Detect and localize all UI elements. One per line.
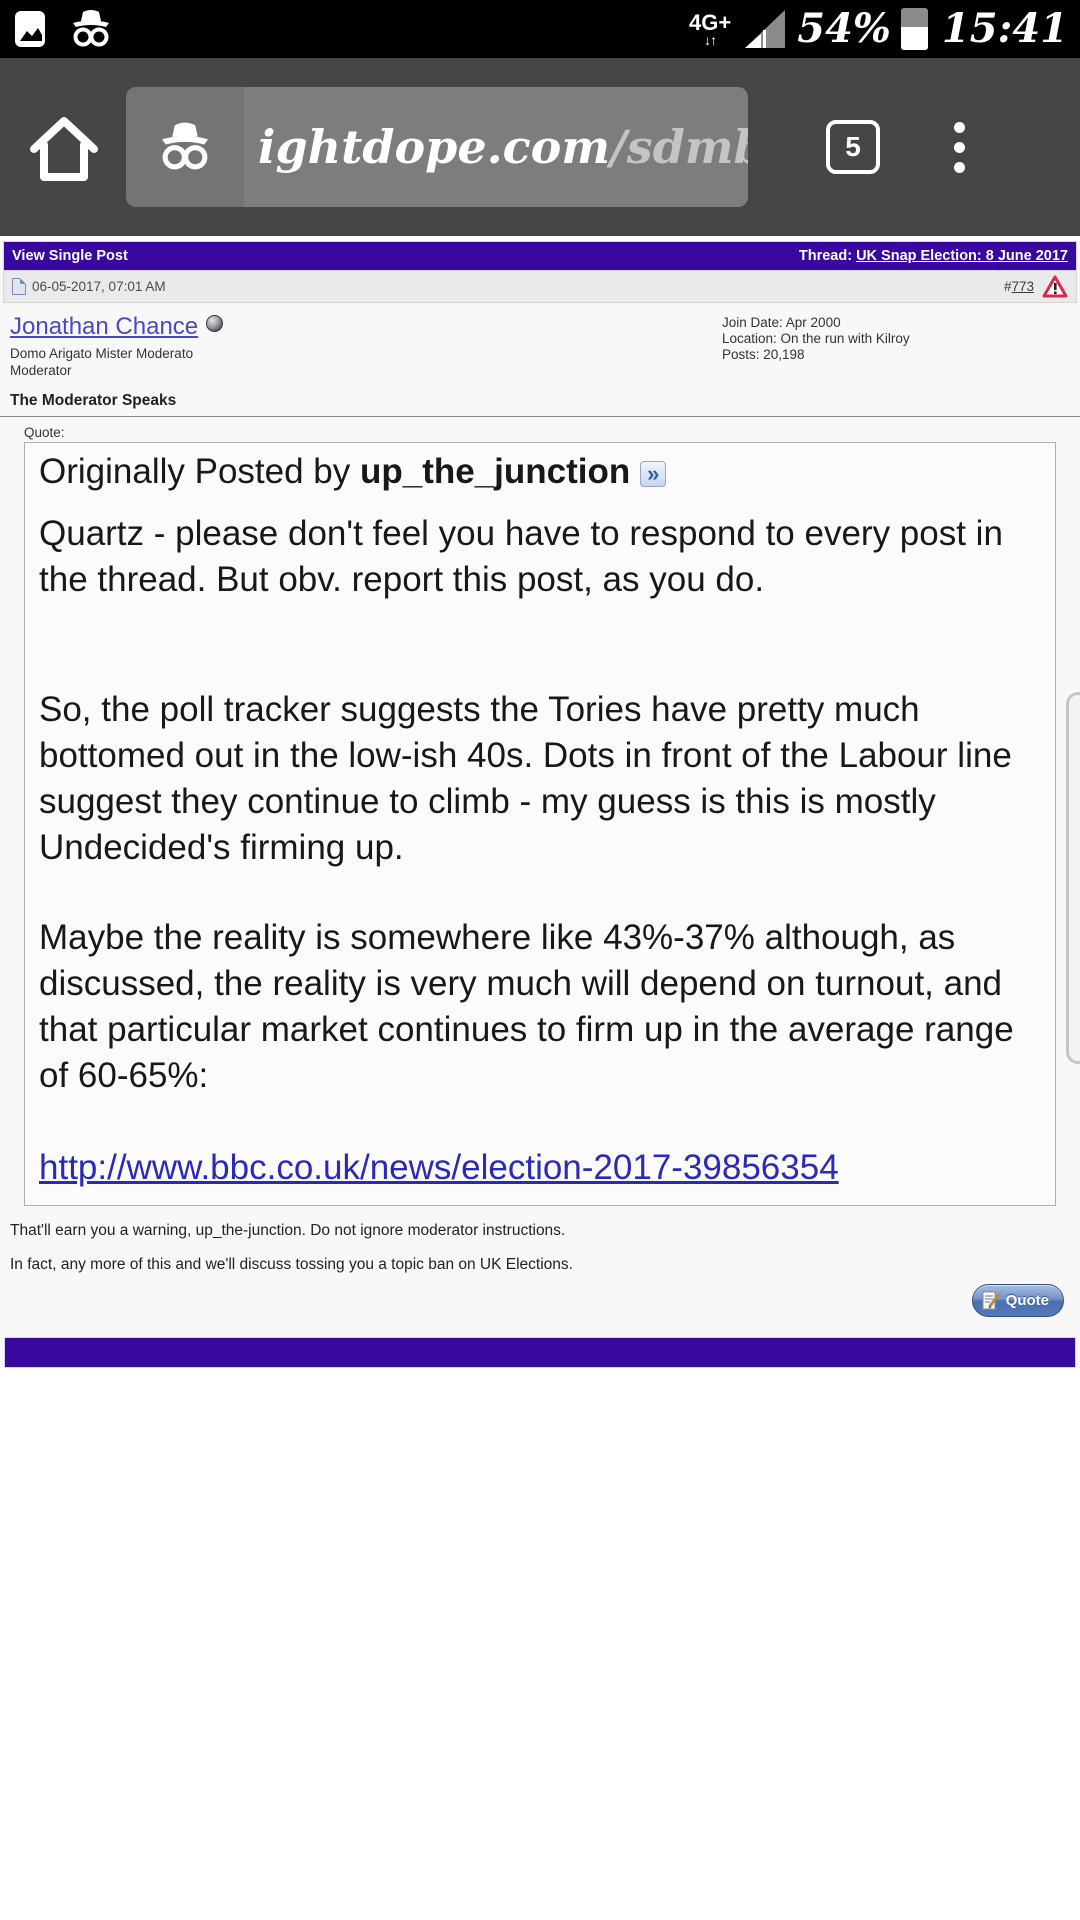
thread-link[interactable]: UK Snap Election: 8 June 2017: [856, 248, 1068, 264]
join-date: Join Date: Apr 2000: [722, 315, 841, 330]
overflow-menu-icon: [954, 121, 965, 133]
user-custom-title: Domo Arigato Mister Moderato: [10, 346, 194, 361]
network-activity-arrows: ↓↑: [704, 31, 717, 48]
post-number: #773: [1003, 279, 1034, 294]
forum-footer-bar: [4, 1337, 1076, 1368]
quote-paragraph: Quartz - please don't feel you have to r…: [39, 514, 1003, 599]
browser-toolbar: ightdope.com/sdmb/s 5: [0, 58, 1080, 236]
view-post-icon[interactable]: »: [640, 461, 667, 487]
tab-switcher-button[interactable]: 5: [826, 120, 880, 174]
post-count: Posts: 20,198: [722, 347, 805, 362]
web-page: View Single Post Thread: UK Snap Electio…: [0, 241, 1080, 1368]
signal-icon: [743, 8, 787, 50]
quoted-post: Originally Posted by up_the_junction» Qu…: [24, 442, 1056, 1206]
tab-count-label: 5: [845, 131, 861, 162]
url-path-text: /sdmb/s: [610, 120, 748, 174]
post-body-paragraph: That'll earn you a warning, up_the-junct…: [10, 1222, 566, 1239]
quote-button[interactable]: Quote: [971, 1284, 1064, 1317]
battery-percent-label: 54%: [797, 5, 891, 52]
clock-label: 15:41: [941, 5, 1068, 52]
report-post-button[interactable]: [1042, 275, 1068, 299]
page-title: View Single Post: [12, 248, 128, 264]
post-meta-row: 06-05-2017, 07:01 AM #773: [3, 271, 1077, 303]
online-status-icon: [206, 315, 224, 332]
post-document-icon: [12, 278, 26, 295]
incognito-icon: [161, 122, 209, 170]
scrollbar[interactable]: [1066, 692, 1080, 1064]
quote-attribution: Originally Posted by up_the_junction»: [39, 449, 1041, 495]
post-author-block: Jonathan Chance Domo Arigato Mister Mode…: [0, 303, 1080, 382]
user-stats: Join Date: Apr 2000 Location: On the run…: [722, 315, 910, 363]
thread-breadcrumb: Thread: UK Snap Election: 8 June 2017: [799, 248, 1068, 264]
home-button[interactable]: [18, 105, 110, 189]
network-type-label: 4G+: [689, 9, 732, 35]
address-field[interactable]: ightdope.com/sdmb/s: [244, 87, 748, 207]
thread-label: Thread:: [798, 248, 853, 264]
user-role: Moderator: [10, 363, 72, 378]
post-date: 06-05-2017, 07:01 AM: [32, 279, 166, 294]
report-warning-icon: [1042, 275, 1068, 297]
post-number-link[interactable]: 773: [1011, 279, 1034, 294]
incognito-badge: [126, 87, 244, 207]
post-title: The Moderator Speaks: [10, 392, 177, 409]
quote-paragraph: So, the poll tracker suggests the Tories…: [39, 690, 1012, 867]
forum-page-header: View Single Post Thread: UK Snap Electio…: [3, 241, 1077, 271]
overflow-menu-button[interactable]: [948, 116, 971, 179]
incognito-icon: [66, 7, 116, 51]
url-bar[interactable]: ightdope.com/sdmb/s: [126, 87, 748, 207]
url-domain-text: ightdope.com: [258, 120, 610, 174]
screenshot-icon: [12, 9, 52, 49]
location: Location: On the run with Kilroy: [722, 331, 910, 346]
title-divider: [0, 416, 1080, 417]
battery-icon: [900, 8, 928, 50]
status-bar: 4G+ ↓↑ 54% 15:41: [0, 0, 1080, 58]
home-icon: [30, 117, 98, 181]
bbc-news-link[interactable]: http://www.bbc.co.uk/news/election-2017-…: [39, 1148, 839, 1187]
network-indicator: 4G+ ↓↑: [689, 9, 732, 48]
quote-label: Quote:: [24, 425, 65, 440]
username-link[interactable]: Jonathan Chance: [10, 313, 199, 340]
post-body-paragraph: In fact, any more of this and we'll disc…: [10, 1256, 573, 1273]
quoted-author: up_the_junction: [359, 452, 631, 491]
quote-paragraph: Maybe the reality is somewhere like 43%-…: [39, 918, 1014, 1095]
page-bottom-whitespace: [0, 1368, 1080, 1920]
quote-pencil-icon: [982, 1291, 1001, 1309]
